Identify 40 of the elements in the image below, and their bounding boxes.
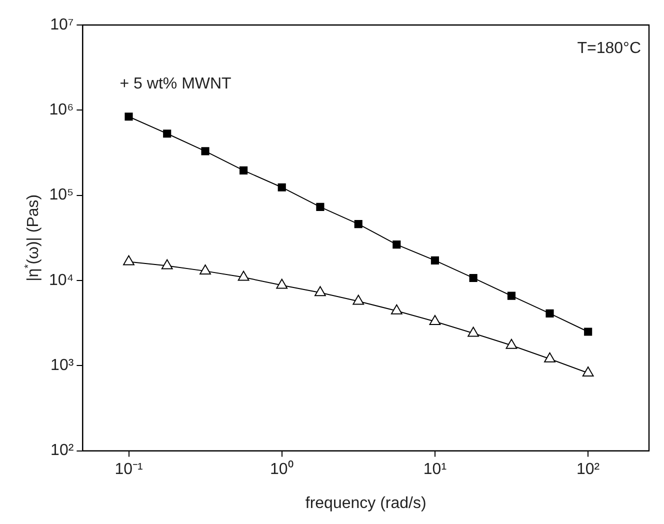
- point: [582, 366, 594, 376]
- point: [469, 274, 478, 282]
- point: [163, 130, 172, 138]
- point: [278, 183, 286, 192]
- point: [390, 304, 402, 314]
- point: [201, 147, 210, 156]
- y-axis-title: |η*(ω)| (Pas): [24, 194, 42, 282]
- y-tick-label: 10²: [50, 442, 74, 460]
- point: [124, 112, 133, 121]
- x-tick-label: 10⁻¹: [114, 460, 143, 478]
- point: [468, 326, 480, 337]
- point: [161, 259, 173, 270]
- point: [544, 352, 556, 362]
- x-tick-label: 10²: [576, 460, 600, 478]
- point: [354, 220, 362, 228]
- point: [430, 256, 440, 264]
- y-tick-label: 10⁷: [50, 16, 74, 34]
- point: [392, 240, 401, 249]
- point: [584, 328, 592, 336]
- point: [507, 292, 516, 300]
- x-axis-title: frequency (rad/s): [305, 495, 426, 512]
- y-tick-label: 10⁴: [49, 272, 74, 289]
- annotation: T=180°C: [577, 40, 641, 57]
- point: [123, 255, 134, 266]
- point: [238, 270, 250, 281]
- point: [352, 294, 364, 305]
- point: [546, 309, 554, 318]
- y-tick-label: 10⁵: [49, 186, 74, 204]
- point: [506, 338, 518, 349]
- point: [429, 314, 441, 325]
- point: [314, 286, 326, 296]
- series-label: + 5 wt% MWNT: [120, 76, 232, 93]
- point: [240, 166, 248, 174]
- point: [316, 202, 324, 211]
- y-tick-label: 10⁶: [49, 102, 74, 119]
- x-tick-label: 10¹: [423, 460, 447, 478]
- point: [200, 264, 211, 275]
- x-tick-label: 10⁰: [270, 460, 294, 478]
- point: [276, 278, 288, 289]
- y-tick-label: 10³: [50, 357, 74, 374]
